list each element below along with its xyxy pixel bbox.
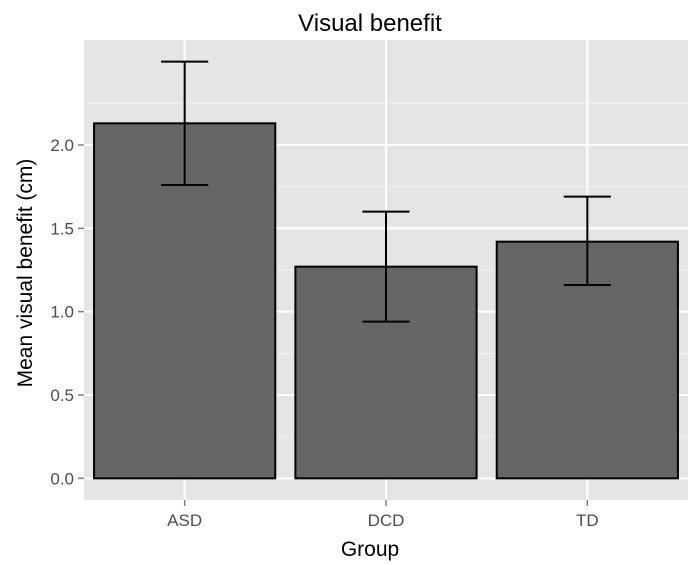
- x-axis-title: Group: [341, 538, 399, 561]
- x-tick-label-td: TD: [576, 511, 599, 530]
- y-tick-label: 0.0: [50, 469, 74, 488]
- y-axis-title: Mean visual benefit (cm): [14, 159, 37, 388]
- y-tick-label: 0.5: [50, 386, 74, 405]
- error-bars: [161, 60, 611, 323]
- chart-title: Visual benefit: [298, 10, 442, 37]
- x-tick-label-dcd: DCD: [368, 511, 405, 530]
- error-bar-asd: [161, 60, 209, 186]
- bar-td: [495, 240, 679, 480]
- x-axis: ASD DCD TD: [167, 500, 599, 530]
- error-bar-dcd: [362, 210, 410, 323]
- y-tick-label: 2.0: [50, 136, 74, 155]
- y-tick-label: 1.0: [50, 303, 74, 322]
- x-tick-label-asd: ASD: [167, 511, 202, 530]
- y-axis: 0.0 0.5 1.0 1.5 2.0: [50, 136, 84, 488]
- error-bar-td: [563, 195, 611, 286]
- y-tick-label: 1.5: [50, 219, 74, 238]
